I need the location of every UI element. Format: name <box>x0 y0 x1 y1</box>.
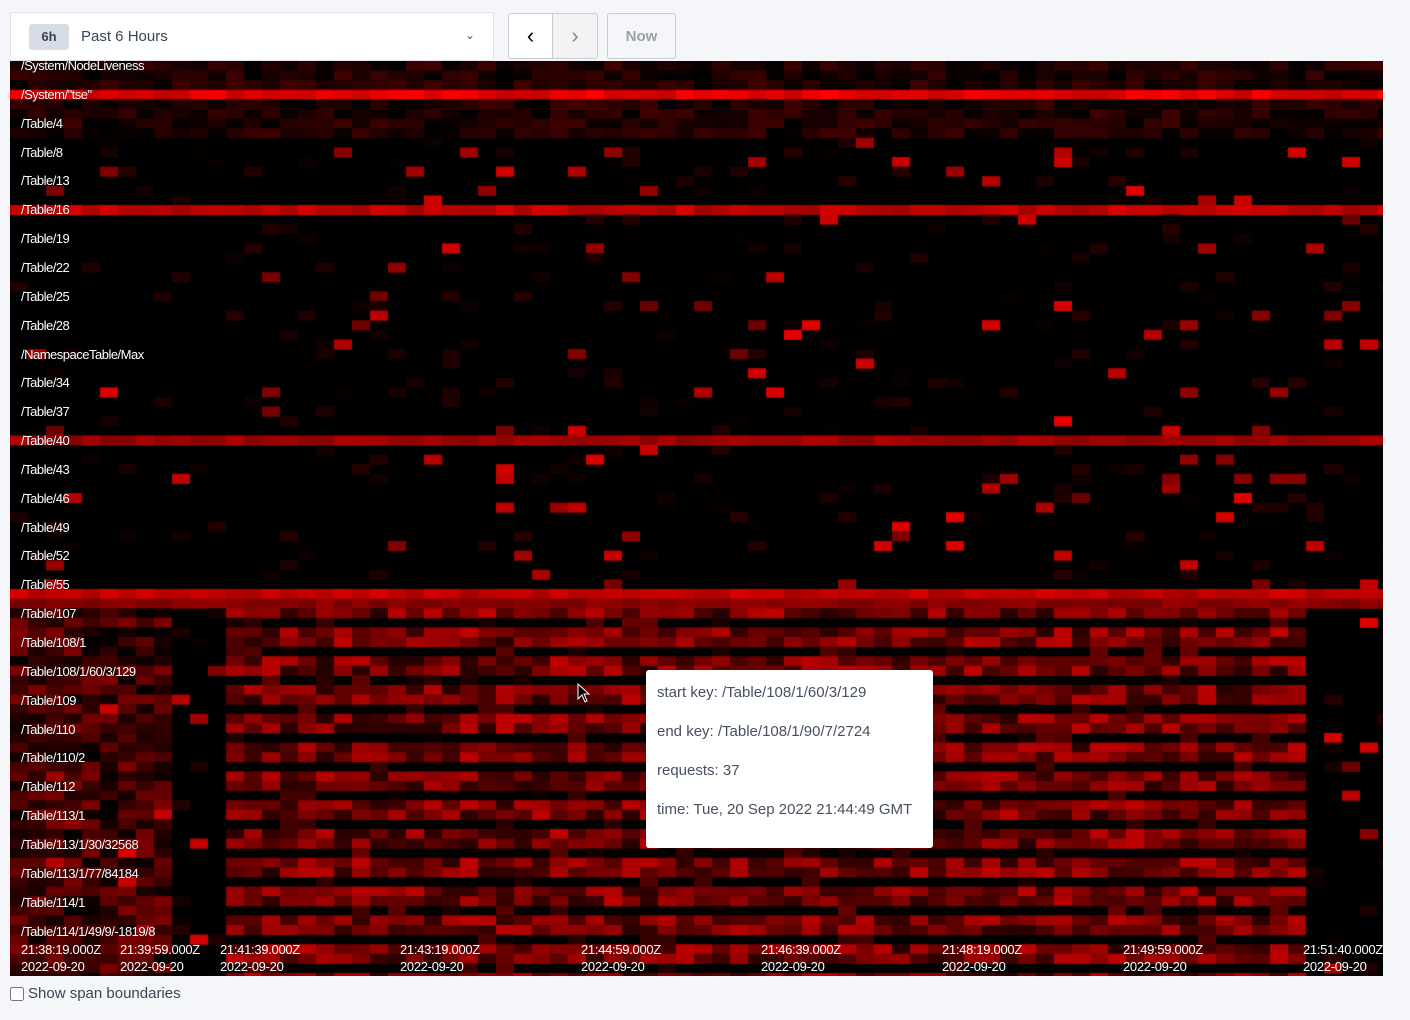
row-key-label: /Table/8 <box>21 144 63 160</box>
row-key-label: /Table/49 <box>21 519 70 535</box>
chevron-down-icon: ⌄ <box>464 28 475 42</box>
row-key-label: /Table/108/1/60/3/129 <box>21 663 136 679</box>
show-span-boundaries[interactable]: Show span boundaries <box>10 985 181 1002</box>
tooltip-end-key: end key: /Table/108/1/90/7/2724 <box>657 723 871 740</box>
x-tick-label: 21:46:39.000Z 2022-09-20 <box>761 942 841 974</box>
previous-button[interactable]: ‹ <box>509 14 553 58</box>
next-button[interactable]: › <box>553 14 597 58</box>
row-key-label: /Table/113/1/77/84184 <box>21 865 139 881</box>
time-range-label: Past 6 Hours <box>81 28 168 45</box>
row-key-label: /System/"tse" <box>21 86 92 102</box>
row-key-label: /Table/22 <box>21 259 70 275</box>
row-key-label: /Table/37 <box>21 404 70 420</box>
row-key-label: /Table/4 <box>21 115 63 131</box>
x-tick-label: 21:51:40.000Z 2022-09-20 <box>1303 942 1383 974</box>
row-key-label: /Table/114/1/49/9/-1819/8 <box>21 923 156 939</box>
row-key-label: /Table/43 <box>21 461 70 477</box>
row-key-label: /Table/113/1 <box>21 808 85 824</box>
x-tick-label: 21:39:59.000Z 2022-09-20 <box>120 942 200 974</box>
row-key-label: /Table/46 <box>21 490 70 506</box>
x-tick-label: 21:49:59.000Z 2022-09-20 <box>1123 942 1203 974</box>
row-key-label: /Table/13 <box>21 173 70 189</box>
row-key-label: /System/NodeLiveness <box>21 58 144 73</box>
show-span-boundaries-label: Show span boundaries <box>28 985 181 1002</box>
row-key-label: /Table/108/1 <box>21 635 86 650</box>
tooltip-time: time: Tue, 20 Sep 2022 21:44:49 GMT <box>657 801 913 818</box>
x-tick-label: 21:41:39.000Z 2022-09-20 <box>220 942 300 974</box>
row-key-label: /Table/40 <box>21 433 70 449</box>
cursor-icon <box>577 683 591 703</box>
row-key-label: /Table/52 <box>21 548 70 564</box>
now-button[interactable]: Now <box>607 13 676 59</box>
row-key-label: /Table/110 <box>21 721 76 737</box>
x-tick-label: 21:48:19.000Z 2022-09-20 <box>942 942 1022 974</box>
row-key-label: /Table/107 <box>21 606 77 622</box>
row-key-label: /Table/113/1/30/32568 <box>21 836 139 852</box>
row-key-label: /Table/114/1 <box>21 894 85 910</box>
x-tick-label: 21:38:19.000Z 2022-09-20 <box>21 942 101 974</box>
row-key-label: /Table/110/2 <box>21 750 85 766</box>
tooltip-start-key: start key: /Table/108/1/60/3/129 <box>657 684 867 701</box>
show-span-boundaries-checkbox[interactable] <box>10 986 24 1001</box>
row-key-label: /Table/25 <box>21 288 70 304</box>
row-key-label: /Table/19 <box>21 231 70 247</box>
time-range-selector[interactable]: 6h Past 6 Hours ⌄ <box>10 12 494 61</box>
row-key-label: /NamespaceTable/Max <box>21 346 144 362</box>
x-tick-label: 21:44:59.000Z 2022-09-20 <box>581 942 661 974</box>
row-key-label: /Table/28 <box>21 317 70 333</box>
row-key-label: /Table/55 <box>21 577 70 593</box>
tooltip-requests: requests: 37 <box>657 762 740 779</box>
row-key-label: /Table/16 <box>21 202 70 218</box>
x-tick-label: 21:43:19.000Z 2022-09-20 <box>400 942 480 974</box>
row-key-label: /Table/112 <box>21 779 76 795</box>
tooltip: start key: /Table/108/1/60/3/129 end key… <box>646 670 933 848</box>
time-nav: ‹ › <box>508 13 598 59</box>
key-visualizer-heatmap[interactable]: /System/NodeLiveness/System/"tse" /Table/… <box>10 58 1383 976</box>
row-key-label: /Table/34 <box>21 375 70 391</box>
row-key-label: /Table/109 <box>21 692 77 708</box>
time-range-badge: 6h <box>29 23 69 50</box>
